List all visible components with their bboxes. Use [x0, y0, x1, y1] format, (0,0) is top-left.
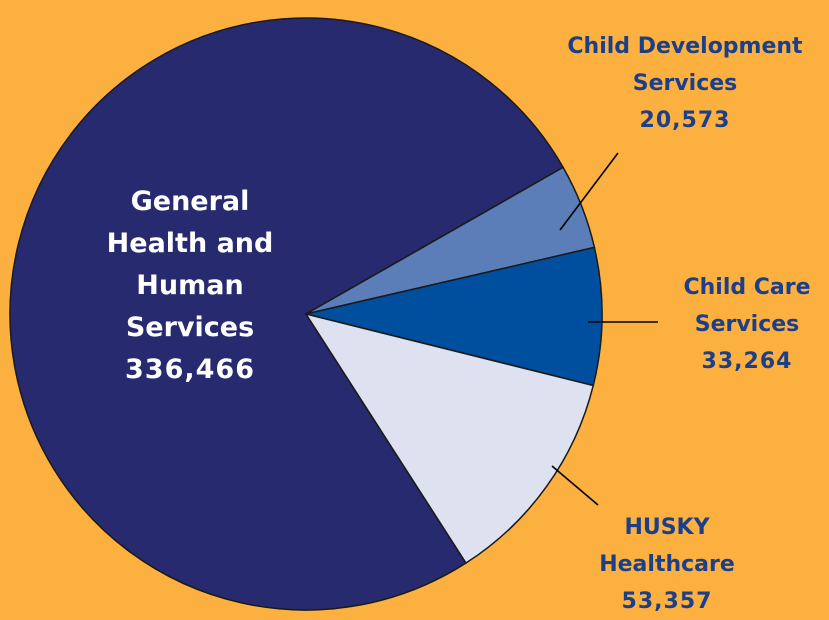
leader-line-husky-healthcare	[551, 465, 599, 506]
pie-slice-child-care-services	[305, 246, 603, 387]
slice-label-line: Services	[633, 71, 738, 96]
slice-label-line: Child Care	[683, 275, 810, 300]
pie-slice-general-health-human-services	[9, 17, 565, 611]
slice-label-line: Services	[695, 312, 800, 337]
slice-label-line: Services	[126, 312, 254, 343]
leader-line-child-development-services	[559, 152, 619, 231]
slice-value-husky-healthcare: 53,357	[622, 589, 713, 614]
slice-label-line: Health and	[107, 228, 274, 259]
slice-label-line: General	[131, 186, 250, 217]
slice-value-child-care-services: 33,264	[702, 349, 793, 374]
slice-label-line: Child Development	[567, 34, 803, 59]
slice-label-line: HUSKY	[624, 515, 710, 540]
slice-label-child-care-services: Child Care Services 33,264	[683, 275, 810, 374]
slice-label-line: Healthcare	[599, 552, 735, 577]
slice-label-general-health-human-services: General Health and Human Services 336,466	[107, 186, 274, 385]
pie-slice-husky-healthcare	[304, 312, 595, 565]
slice-value-general-health-human-services: 336,466	[125, 354, 255, 385]
slice-value-child-development-services: 20,573	[640, 108, 731, 133]
slice-label-husky-healthcare: HUSKY Healthcare 53,357	[599, 515, 735, 614]
slice-label-line: Human	[136, 270, 243, 301]
slice-label-child-development-services: Child Development Services 20,573	[567, 34, 803, 133]
